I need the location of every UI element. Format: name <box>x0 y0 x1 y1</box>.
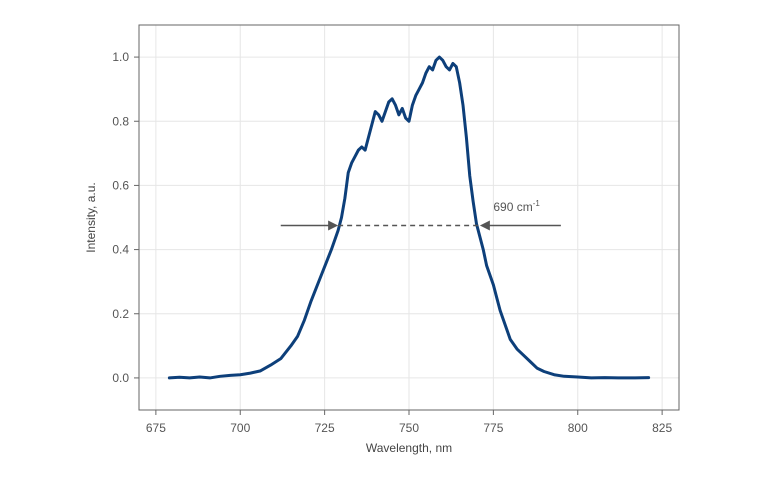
fwhm-label: 690 cm-1 <box>493 199 540 214</box>
x-tick-label-3: 750 <box>399 421 419 435</box>
y-tick-label-5: 1.0 <box>112 50 129 64</box>
y-axis-label: Intensity, a.u. <box>84 182 98 252</box>
grid-lines <box>139 25 679 410</box>
x-tick-label-5: 800 <box>568 421 588 435</box>
x-tick-label-6: 825 <box>652 421 672 435</box>
y-axis-ticks: 0.0 0.2 0.4 0.6 0.8 1.0 <box>112 50 139 385</box>
left-arrow-head <box>328 220 339 231</box>
x-axis-ticks: 675 700 725 750 775 800 825 <box>146 410 672 435</box>
intensity-series-line <box>167 55 651 380</box>
x-tick-label-2: 725 <box>315 421 335 435</box>
y-tick-label-2: 0.4 <box>112 243 129 257</box>
x-tick-label-0: 675 <box>146 421 166 435</box>
fwhm-label-base: 690 cm <box>493 200 532 214</box>
y-tick-label-0: 0.0 <box>112 371 129 385</box>
fwhm-annotation: 690 cm-1 <box>280 199 561 231</box>
x-axis-label: Wavelength, nm <box>366 441 452 455</box>
y-tick-label-4: 0.8 <box>112 114 129 128</box>
y-tick-label-1: 0.2 <box>112 307 129 321</box>
fwhm-label-superscript: -1 <box>533 199 541 208</box>
right-arrow-head <box>479 220 490 231</box>
x-tick-label-1: 700 <box>230 421 250 435</box>
x-tick-label-4: 775 <box>483 421 503 435</box>
y-tick-label-3: 0.6 <box>112 178 129 192</box>
